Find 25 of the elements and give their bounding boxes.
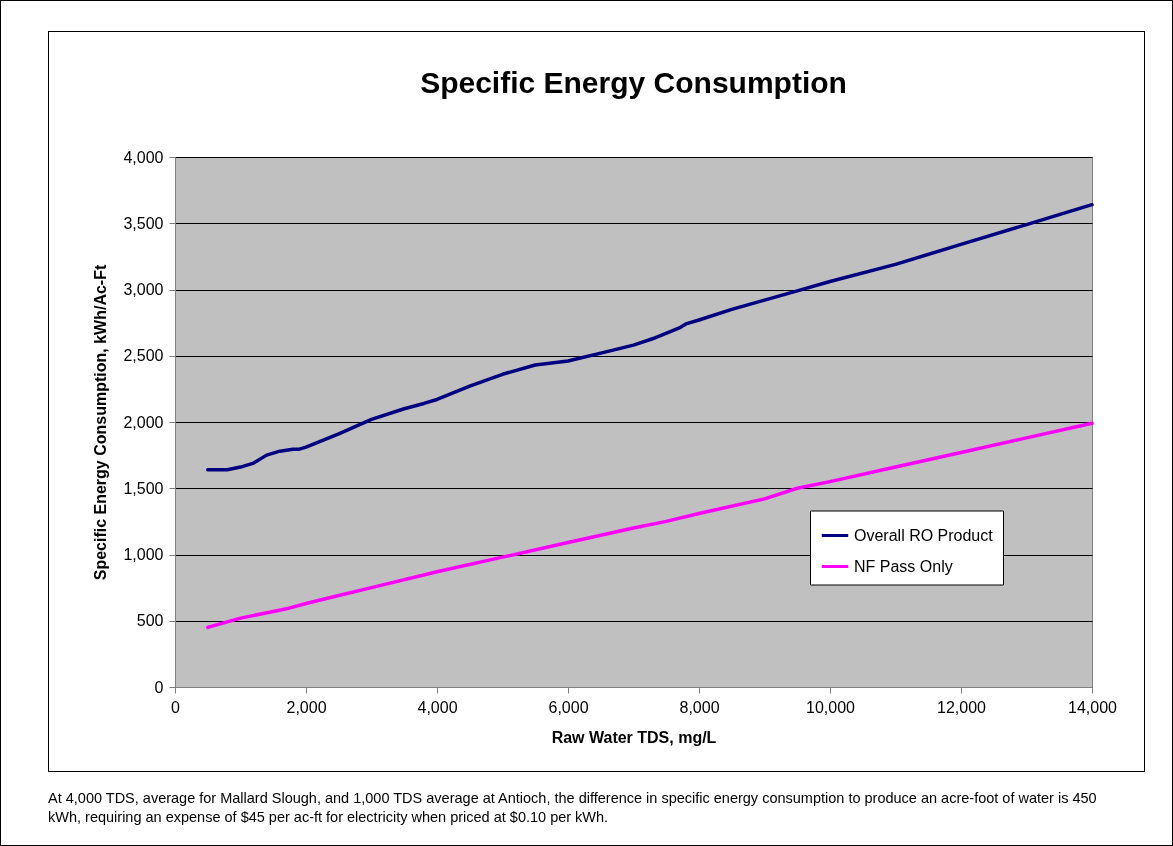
x-tick-label: 6,000: [548, 698, 589, 716]
x-tick-label: 0: [171, 698, 181, 716]
x-axis-title: Raw Water TDS, mg/L: [551, 728, 717, 746]
y-tick-label: 4,000: [123, 148, 164, 166]
line-series: [206, 421, 1094, 630]
y-tick-label: 2,500: [123, 347, 164, 365]
y-tick-label: 3,500: [123, 214, 164, 232]
legend-label: NF Pass Only: [854, 557, 953, 575]
y-tick-label: 500: [136, 612, 164, 630]
x-tick-label: 14,000: [1068, 698, 1118, 716]
y-tick-label: 0: [154, 678, 164, 696]
y-tick-label: 1,000: [123, 546, 164, 563]
x-tick-label: 8,000: [679, 698, 720, 716]
legend-label: Overall RO Product: [854, 526, 994, 544]
y-axis-title: Specific Energy Consumption, kWh/Ac-Ft: [92, 264, 110, 581]
line-series: [206, 202, 1094, 472]
x-tick-label: 4,000: [417, 698, 458, 716]
x-tick-label: 12,000: [937, 698, 987, 716]
x-tick-label: 10,000: [806, 698, 856, 716]
y-tick-label: 3,000: [123, 281, 164, 298]
x-tick-label: 2,000: [286, 698, 327, 716]
y-tick-label: 2,000: [123, 413, 164, 431]
chart-title: Specific Energy Consumption: [420, 66, 847, 99]
text: At 4,000 TDS, average for Mallard Slough, and 1,000 TDS average at Antioch, the difference in specific energy consumption to produce an acre-foot of water is 450 kWh, requiring an expense of $45 per ac-ft for electricity when priced at $0.10 per kWh.: [48, 789, 1098, 827]
y-tick-label: 1,500: [123, 479, 164, 497]
